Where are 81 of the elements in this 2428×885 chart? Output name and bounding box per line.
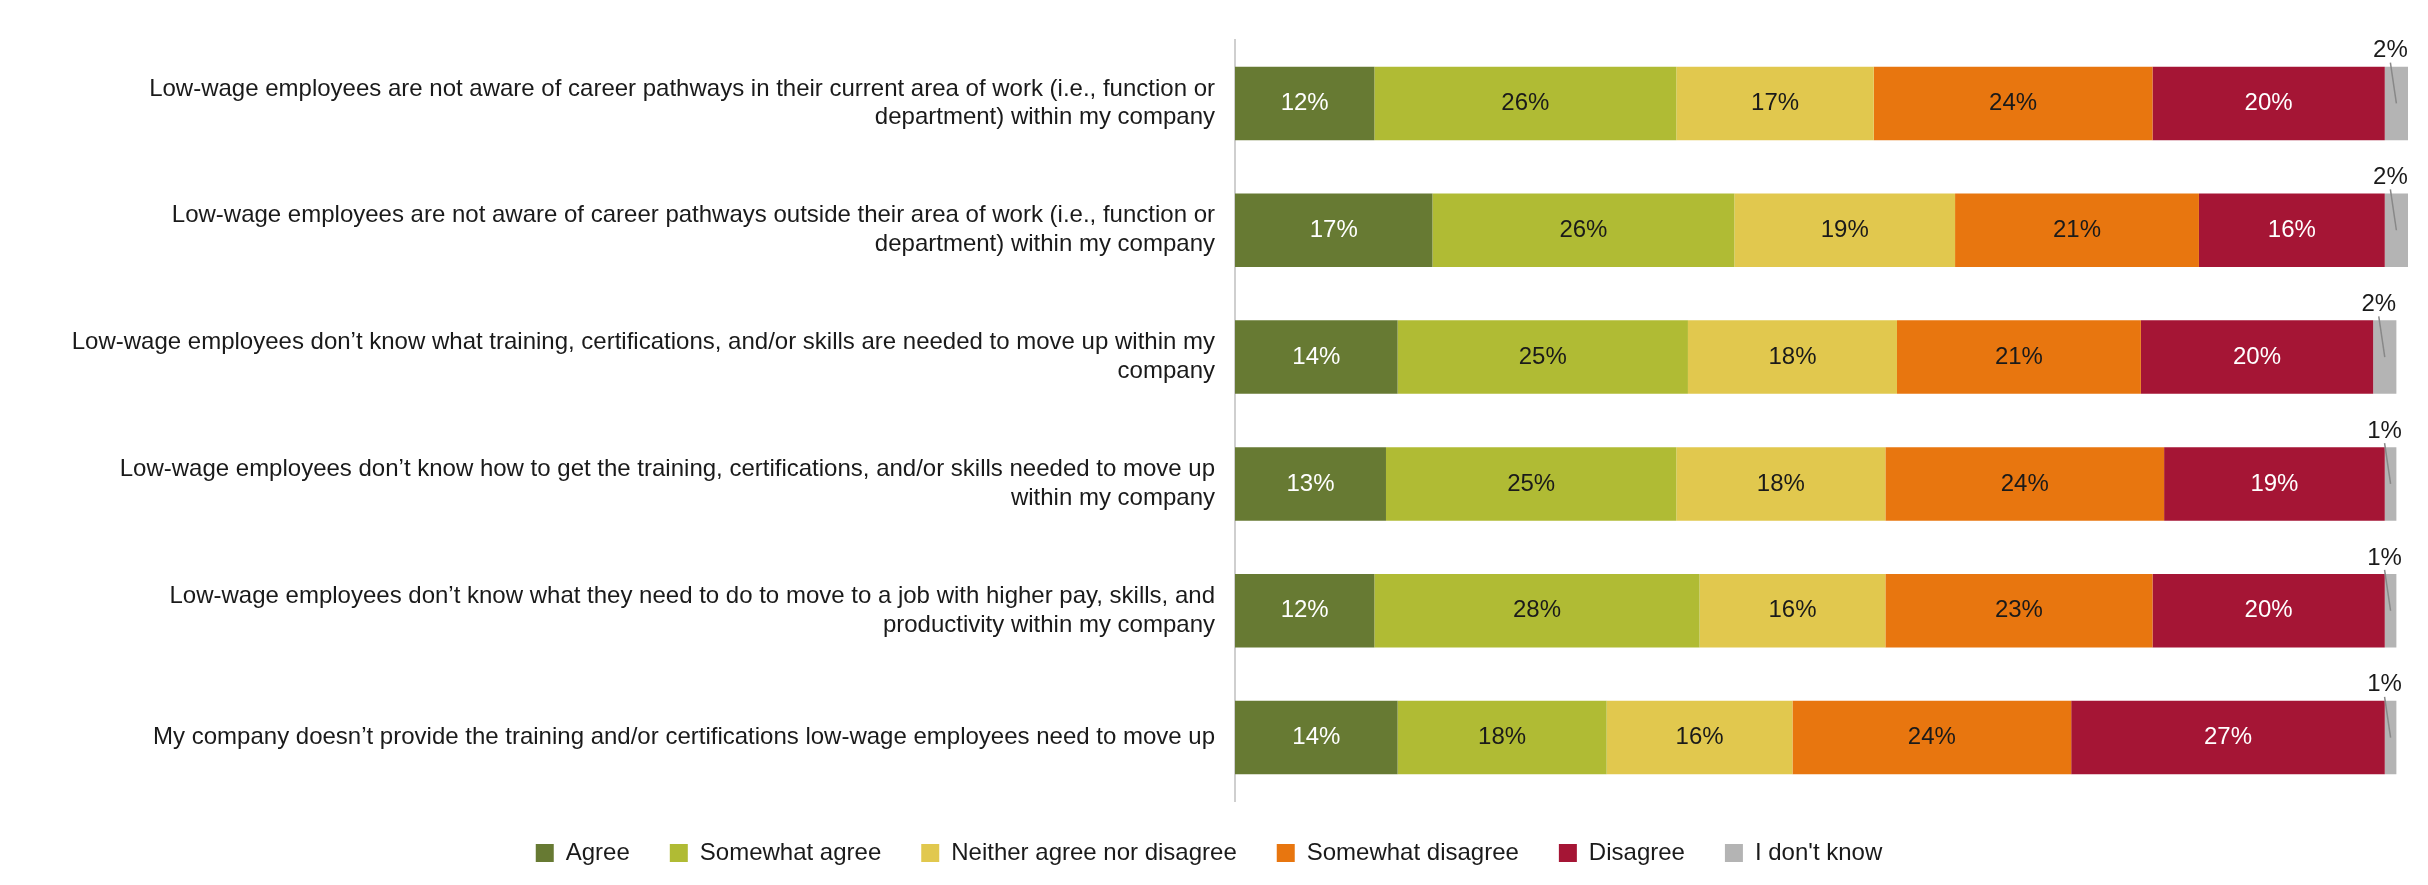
bar	[1235, 573, 1375, 648]
legend-label: Disagree	[1588, 837, 1685, 865]
bar	[1432, 193, 1735, 268]
bar	[1235, 66, 1375, 141]
bar	[1235, 447, 1386, 521]
bar	[1792, 700, 2072, 775]
bar	[2071, 700, 2385, 775]
bar	[1235, 700, 1398, 775]
data-label: 18%	[1478, 722, 1527, 750]
data-label: 20%	[2244, 88, 2293, 116]
bar	[1676, 66, 1874, 141]
data-label: 2%	[2361, 288, 2397, 316]
bar	[1885, 573, 2153, 648]
bar	[2140, 320, 2374, 394]
bar	[1235, 320, 1398, 394]
bar	[1699, 573, 1886, 648]
bar	[1374, 66, 1677, 141]
y-tick-label: Low-wage employees don’t know how to get the training, certifications, and/or skills needed to move up within my company	[119, 454, 1215, 510]
data-label: 24%	[1907, 722, 1956, 750]
bar	[1235, 193, 1433, 268]
bar	[1896, 320, 2141, 394]
data-label: 17%	[1309, 214, 1358, 242]
data-label: 25%	[1518, 341, 1567, 369]
data-label: 24%	[1989, 88, 2038, 116]
data-label: 16%	[1675, 722, 1724, 750]
data-label: 13%	[1286, 468, 1335, 496]
data-label: 14%	[1292, 722, 1341, 750]
legend-label: Somewhat disagree	[1306, 837, 1519, 865]
bar	[2164, 447, 2385, 521]
data-label: 12%	[1280, 88, 1329, 116]
data-label: 20%	[2233, 341, 2282, 369]
data-label: 26%	[1559, 214, 1608, 242]
y-tick-label: Low-wage employees are not aware of career pathways in their current area of work (i.e., function or department) within my company	[149, 73, 1215, 130]
data-label: 14%	[1292, 341, 1341, 369]
bar	[1606, 700, 1793, 775]
bar	[1955, 193, 2199, 268]
y-tick-label: My company doesn’t provide the training and/or certifications low-wage employees need to move up	[153, 722, 1215, 750]
bar	[1397, 320, 1688, 394]
data-label: 19%	[2250, 468, 2299, 496]
bar	[1385, 447, 1677, 521]
data-label: 28%	[1512, 595, 1561, 623]
bar	[1687, 320, 1897, 394]
data-label: 1%	[2367, 669, 2402, 697]
bar	[1734, 193, 1956, 268]
data-label: 18%	[1768, 341, 1817, 369]
data-label: 26%	[1501, 88, 1550, 116]
data-label: 16%	[2267, 214, 2316, 242]
bar	[1873, 66, 2153, 141]
bar	[1374, 573, 1700, 648]
data-label: 12%	[1280, 595, 1329, 623]
legend-label: Neither agree nor disagree	[951, 837, 1237, 865]
bar	[2198, 193, 2385, 268]
bar	[2373, 320, 2397, 394]
data-label: 21%	[2052, 214, 2102, 242]
bar	[2384, 66, 2408, 141]
data-label: 27%	[2203, 722, 2253, 750]
data-label: 2%	[2373, 162, 2408, 190]
data-label: 1%	[2367, 415, 2402, 443]
data-label: 24%	[2000, 468, 2049, 496]
bar	[2152, 66, 2385, 141]
bar	[1676, 447, 1886, 521]
bar	[2152, 573, 2385, 648]
data-label: 20%	[2244, 595, 2293, 623]
data-label: 1%	[2367, 542, 2402, 570]
bar	[1885, 447, 2165, 521]
legend-label: Somewhat agree	[699, 837, 882, 865]
y-tick-label: Low-wage employees are not aware of career pathways outside their area of work (i.e., function or department) within my company	[171, 200, 1216, 257]
data-label: 18%	[1756, 468, 1805, 496]
data-label: 21%	[1994, 341, 2043, 369]
data-label: 23%	[1994, 595, 2043, 623]
y-tick-label: Low-wage employees don’t know what they need to do to move to a job with higher pay, skills, and productivity within my company	[169, 580, 1215, 637]
bar	[2384, 193, 2408, 268]
data-label: 17%	[1751, 88, 1800, 116]
data-label: 19%	[1820, 214, 1869, 242]
legend-label: I don't know	[1754, 837, 1883, 865]
data-label: 2%	[2373, 35, 2408, 63]
y-tick-label: Low-wage employees don’t know what training, certifications, and/or skills are needed to move up within my company	[71, 327, 1215, 384]
data-label: 16%	[1768, 595, 1817, 623]
bar	[1397, 700, 1607, 775]
data-label: 25%	[1507, 468, 1556, 496]
legend-label: Agree	[565, 837, 630, 865]
